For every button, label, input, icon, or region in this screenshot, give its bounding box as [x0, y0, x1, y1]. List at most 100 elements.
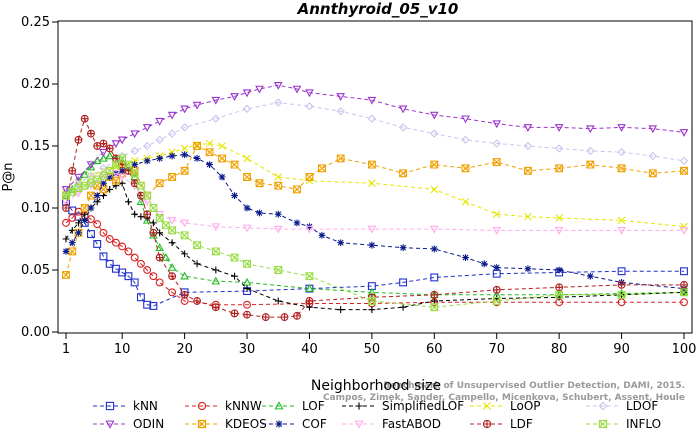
data-point [398, 123, 408, 132]
legend-label: KDEOS [225, 417, 267, 431]
data-point [143, 157, 151, 165]
data-point [429, 225, 439, 234]
data-point [117, 136, 127, 145]
data-point [149, 272, 158, 281]
plot-frame [57, 20, 693, 334]
data-point [168, 272, 177, 281]
data-point [136, 293, 145, 302]
x-tick-label: 80 [551, 342, 568, 357]
legend-label: kNN [133, 399, 158, 413]
data-point [211, 223, 221, 232]
data-point [93, 240, 102, 248]
data-point [124, 272, 133, 281]
data-point [62, 235, 70, 243]
data-point [617, 164, 626, 173]
data-point [181, 250, 189, 258]
data-point [180, 290, 189, 299]
data-point [617, 216, 626, 225]
data-point [105, 166, 114, 175]
data-point [211, 247, 220, 256]
data-point [112, 182, 120, 190]
legend-item: kNNW [185, 399, 262, 413]
series-line-lof [65, 155, 685, 296]
data-point [193, 297, 202, 305]
data-point [617, 148, 626, 157]
legend-marker [105, 420, 115, 429]
series-line-ldof [65, 102, 685, 194]
data-point [274, 297, 282, 305]
data-point [680, 298, 688, 307]
series-ldof [61, 98, 689, 198]
data-point [230, 309, 239, 318]
data-point [523, 124, 533, 132]
data-point [117, 173, 127, 182]
x-tick-label: 10 [114, 342, 131, 357]
data-point [305, 89, 314, 98]
data-point [398, 105, 408, 114]
legend-marker [598, 401, 608, 411]
data-point [430, 129, 439, 138]
data-point [87, 129, 95, 138]
y-axis: 0.00 0.05 0.10 0.15 0.20 0.25 [21, 15, 58, 340]
data-point [155, 253, 164, 262]
data-point [99, 252, 108, 261]
data-point [87, 215, 95, 224]
data-point [492, 297, 501, 305]
data-point [211, 114, 220, 123]
series-knn [62, 197, 688, 310]
x-tick-label: 60 [426, 342, 443, 357]
data-point [399, 244, 407, 252]
series-odin [61, 81, 689, 194]
data-point [492, 120, 502, 129]
data-point [93, 175, 102, 184]
series-line-knnw [65, 211, 684, 306]
legend-label: SimplifiedLOF [382, 399, 464, 413]
data-point [648, 151, 657, 161]
data-point [274, 173, 283, 181]
data-point [242, 89, 252, 98]
data-point [242, 104, 252, 113]
x-tick-label: 1 [62, 342, 70, 357]
data-point [168, 288, 177, 297]
legend-label: LOF [302, 399, 325, 413]
data-point [399, 169, 408, 178]
data-point [155, 135, 164, 144]
legend-marker [482, 419, 492, 429]
data-point [105, 259, 114, 268]
data-point [168, 226, 177, 235]
legend: kNN kNNW LOF SimplifiedLOF LoOP LDOF ODIN KDEOS… [93, 399, 661, 431]
data-point [130, 253, 139, 262]
data-point [318, 231, 326, 239]
data-point [648, 125, 658, 134]
x-tick-label: 40 [301, 342, 318, 357]
legend-item: COF [262, 417, 327, 431]
data-point [305, 225, 314, 234]
data-point [80, 181, 89, 190]
legend-label: kNNW [225, 399, 262, 413]
data-point [143, 300, 152, 309]
data-point [480, 260, 488, 268]
watermark-line-1: Benchmark of Unsupervised Outlier Detect… [383, 381, 685, 391]
data-point [274, 181, 283, 190]
data-point [555, 283, 564, 292]
data-point [111, 238, 120, 247]
data-point [305, 102, 314, 111]
data-point [617, 290, 626, 299]
data-point [105, 144, 114, 153]
data-point [554, 144, 564, 153]
data-point [430, 245, 438, 253]
legend-item: KDEOS [185, 417, 267, 431]
data-point [243, 259, 251, 268]
data-point [230, 93, 239, 101]
data-point [80, 204, 89, 212]
data-point [111, 170, 121, 178]
data-point [149, 230, 158, 239]
data-point [292, 85, 302, 94]
data-point [243, 310, 251, 319]
legend-marker [354, 420, 364, 429]
data-point [156, 229, 164, 237]
legend-label: LDF [510, 417, 533, 431]
data-point [205, 139, 214, 148]
data-point [75, 219, 82, 227]
data-point [524, 265, 532, 273]
